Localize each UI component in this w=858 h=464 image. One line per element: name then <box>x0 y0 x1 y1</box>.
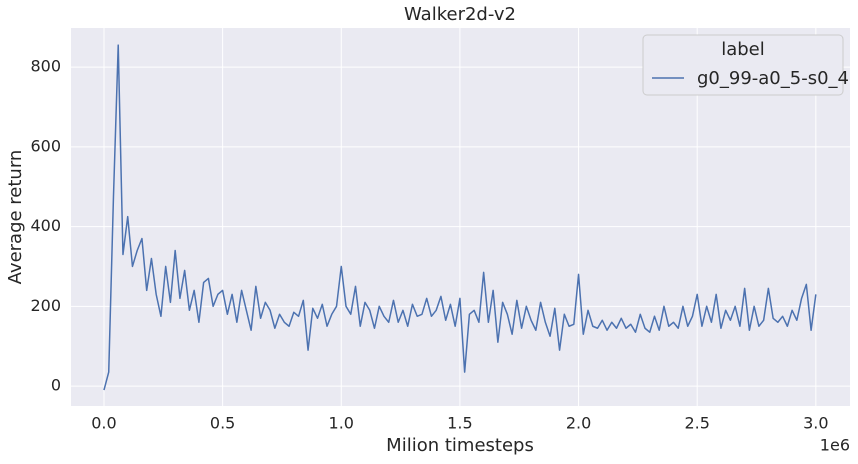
x-tick-label: 1.0 <box>329 414 354 433</box>
x-tick-label: 2.5 <box>684 414 709 433</box>
legend-box <box>642 34 844 96</box>
series-line <box>103 44 817 391</box>
x-tick-label: 3.0 <box>803 414 828 433</box>
y-tick-label: 800 <box>30 57 61 76</box>
y-tick-label: 400 <box>30 216 61 235</box>
x-tick-label: 1.5 <box>447 414 472 433</box>
y-tick-label: 600 <box>30 136 61 155</box>
legend: label g0_99-a0_5-s0_4 <box>642 34 849 96</box>
x-tick-label: 0.0 <box>91 414 116 433</box>
x-offset-label: 1e6 <box>820 436 850 455</box>
x-tick-label: 2.0 <box>566 414 591 433</box>
x-axis-label: Milion timesteps <box>386 435 534 456</box>
y-tick-label: 200 <box>30 296 61 315</box>
legend-label: g0_99-a0_5-s0_4 <box>697 68 849 89</box>
x-tick-label: 0.5 <box>210 414 235 433</box>
y-axis-label: Average return <box>5 150 26 285</box>
y-tick-label: 0 <box>51 376 61 395</box>
legend-title: label <box>721 39 765 60</box>
chart-title: Walker2d-v2 <box>404 4 516 25</box>
